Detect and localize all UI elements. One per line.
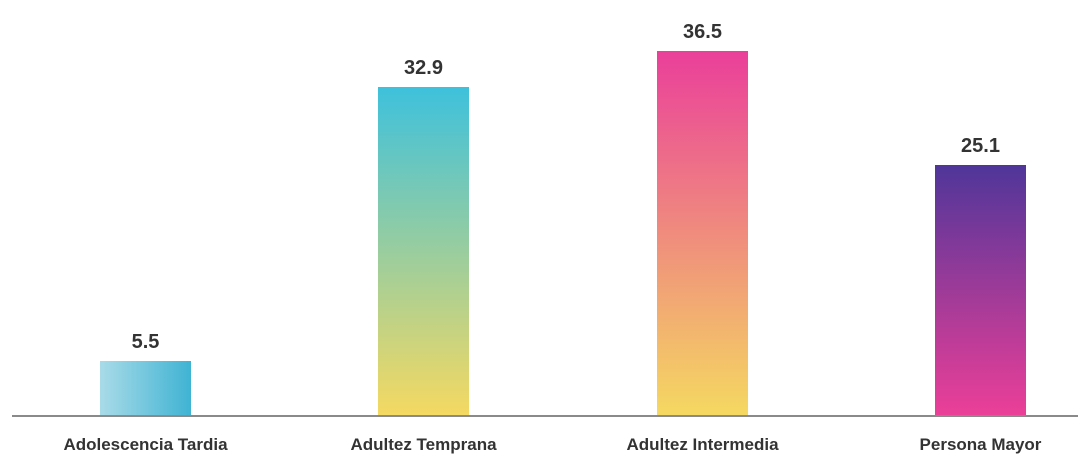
bars-group	[100, 51, 1026, 416]
labels-group: 5.5 Adolescencia Tardia 32.9 Adultez Tempra…	[63, 21, 1041, 454]
category-label-1: Adolescencia Tardia	[63, 435, 228, 454]
category-label-2: Adultez Temprana	[350, 435, 497, 454]
bar-1	[100, 361, 191, 416]
category-label-4: Persona Mayor	[920, 435, 1042, 454]
value-label-3: 36.5	[683, 21, 722, 43]
bar-4	[935, 165, 1026, 416]
bar-2	[378, 87, 469, 416]
value-label-2: 32.9	[404, 57, 443, 79]
value-label-4: 25.1	[961, 135, 1000, 157]
category-label-3: Adultez Intermedia	[626, 435, 779, 454]
value-label-1: 5.5	[132, 331, 160, 353]
bar-3	[657, 51, 748, 416]
